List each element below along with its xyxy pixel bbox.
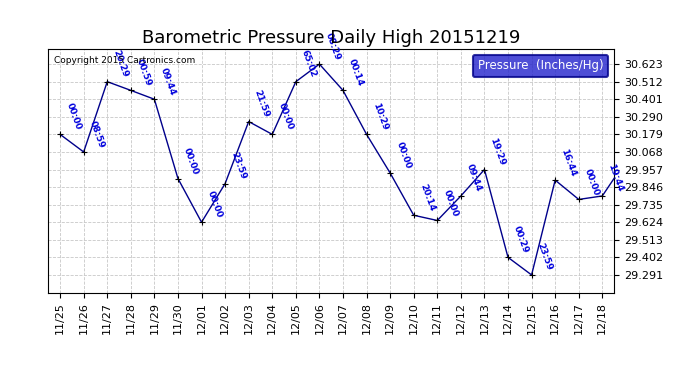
Text: 00:00: 00:00: [277, 102, 295, 132]
Text: 00:59: 00:59: [135, 58, 153, 88]
Text: 23:59: 23:59: [0, 374, 1, 375]
Text: 00:14: 00:14: [347, 58, 366, 88]
Text: 20:14: 20:14: [418, 183, 436, 213]
Text: 00:00: 00:00: [206, 190, 224, 219]
Text: 19:29: 19:29: [489, 136, 507, 167]
Text: 09:44: 09:44: [159, 66, 177, 96]
Text: 08:29: 08:29: [324, 32, 342, 62]
Text: 21:59: 21:59: [253, 88, 271, 119]
Text: 10:29: 10:29: [371, 102, 389, 132]
Text: 00:00: 00:00: [182, 146, 200, 176]
Text: 20:29: 20:29: [111, 49, 130, 79]
Text: 00:00: 00:00: [583, 167, 601, 196]
Text: 23:59: 23:59: [229, 151, 248, 181]
Title: Barometric Pressure Daily High 20151219: Barometric Pressure Daily High 20151219: [142, 29, 520, 47]
Text: 00:00: 00:00: [64, 102, 82, 132]
Text: 23:59: 23:59: [535, 242, 554, 272]
Text: 08:59: 08:59: [88, 119, 106, 149]
Text: 16:44: 16:44: [560, 147, 578, 177]
Text: 00:00: 00:00: [394, 141, 413, 170]
Text: 65:02: 65:02: [300, 49, 318, 79]
Text: 00:29: 00:29: [512, 225, 531, 255]
Legend: Pressure  (Inches/Hg): Pressure (Inches/Hg): [473, 55, 608, 77]
Text: 09:44: 09:44: [465, 163, 484, 193]
Text: Copyright 2015 Cartronics.com: Copyright 2015 Cartronics.com: [54, 56, 195, 65]
Text: 19:44: 19:44: [607, 163, 625, 193]
Text: 00:00: 00:00: [442, 188, 460, 218]
